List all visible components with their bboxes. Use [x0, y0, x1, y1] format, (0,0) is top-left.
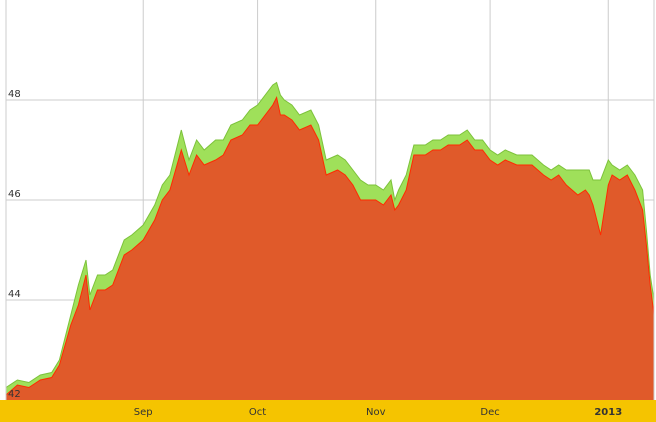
x-axis-band: [0, 400, 656, 422]
y-tick-label-1: 44: [8, 289, 21, 300]
series-area-1: [6, 97, 654, 400]
x-tick-label-2: Nov: [366, 407, 386, 418]
x-axis-ticks: Sep Oct Nov Dec 2013: [134, 407, 622, 418]
series-areas: [5, 81, 655, 400]
y-tick-label-3: 48: [8, 89, 21, 100]
series-line-1: [5, 96, 655, 396]
x-tick-label-3: Dec: [480, 407, 499, 418]
x-tick-label-0: Sep: [134, 407, 153, 418]
x-tick-label-4: 2013: [594, 407, 622, 418]
series-line-0: [5, 81, 655, 388]
y-tick-label-0: 42: [8, 389, 21, 400]
y-tick-label-2: 46: [8, 189, 21, 200]
x-tick-label-1: Oct: [249, 407, 266, 418]
y-axis-ticks: 42 44 46 48: [8, 89, 21, 400]
